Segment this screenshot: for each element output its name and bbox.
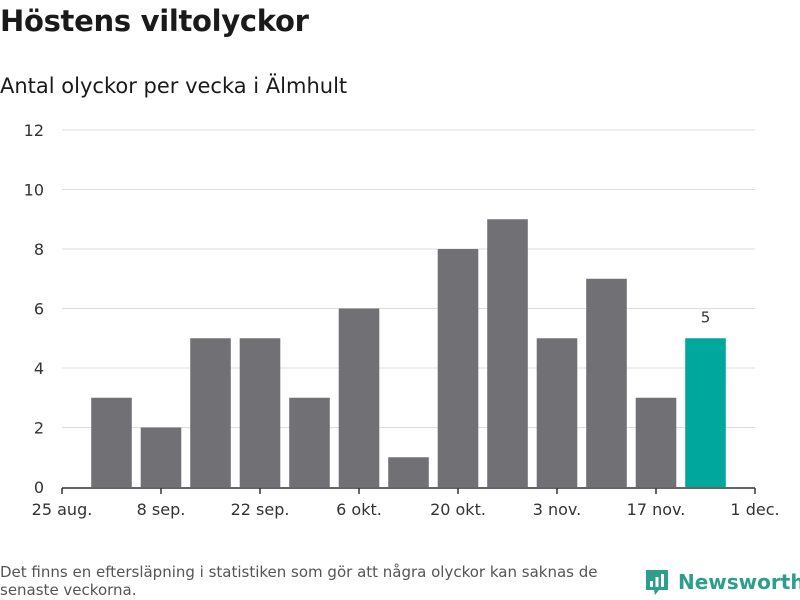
- x-axis: 25 aug. 8 sep. 22 sep. 6 okt. 20 okt. 3 nov. 1…: [32, 487, 780, 519]
- x-tick-label: 6 okt.: [336, 500, 382, 519]
- bar: [91, 397, 132, 487]
- bar: [437, 249, 479, 487]
- x-tick-label: 1 dec.: [730, 500, 779, 519]
- y-tick-label: 2: [34, 419, 44, 438]
- bar: [190, 338, 231, 487]
- bar: [586, 278, 627, 487]
- x-tick-label: 3 nov.: [533, 500, 582, 519]
- bar: [685, 338, 726, 487]
- bars: [91, 219, 726, 487]
- x-tick-label: 25 aug.: [32, 500, 93, 519]
- bar: [635, 397, 677, 487]
- data-labels: 5: [701, 308, 711, 326]
- y-tick-label: 0: [34, 478, 44, 497]
- bar: [338, 308, 380, 487]
- gridlines: [62, 129, 755, 428]
- y-tick-label: 8: [34, 240, 44, 259]
- bar: [487, 219, 528, 487]
- data-label: 5: [701, 308, 711, 326]
- footnote: Det finns en eftersläpning i statistiken…: [0, 563, 598, 599]
- x-tick-label: 20 okt.: [430, 500, 486, 519]
- y-tick-label: 4: [34, 359, 44, 378]
- newsworthy-icon: [644, 568, 670, 596]
- bar: [140, 427, 182, 487]
- chart-subtitle: Antal olyckor per vecka i Älmhult: [0, 74, 348, 98]
- bar: [388, 457, 429, 487]
- x-tick-label: 8 sep.: [137, 500, 186, 519]
- x-tick-label: 17 nov.: [627, 500, 686, 519]
- brand-logo[interactable]: Newsworthy: [644, 568, 800, 596]
- y-tick-label: 10: [24, 181, 44, 200]
- brand-name: Newsworthy: [678, 570, 800, 594]
- y-tick-label: 12: [24, 121, 44, 140]
- bar: [239, 338, 281, 487]
- x-tick-label: 22 sep.: [231, 500, 290, 519]
- bar: [289, 397, 330, 487]
- bar-chart: 0 2 4 6 8 10 12 25 aug. 8 sep. 22 sep. 6 okt. 20 o…: [24, 121, 780, 519]
- y-axis: 0 2 4 6 8 10 12: [24, 121, 44, 497]
- bar: [536, 338, 578, 487]
- chart-title: Höstens viltolyckor: [0, 4, 309, 38]
- y-tick-label: 6: [34, 300, 44, 319]
